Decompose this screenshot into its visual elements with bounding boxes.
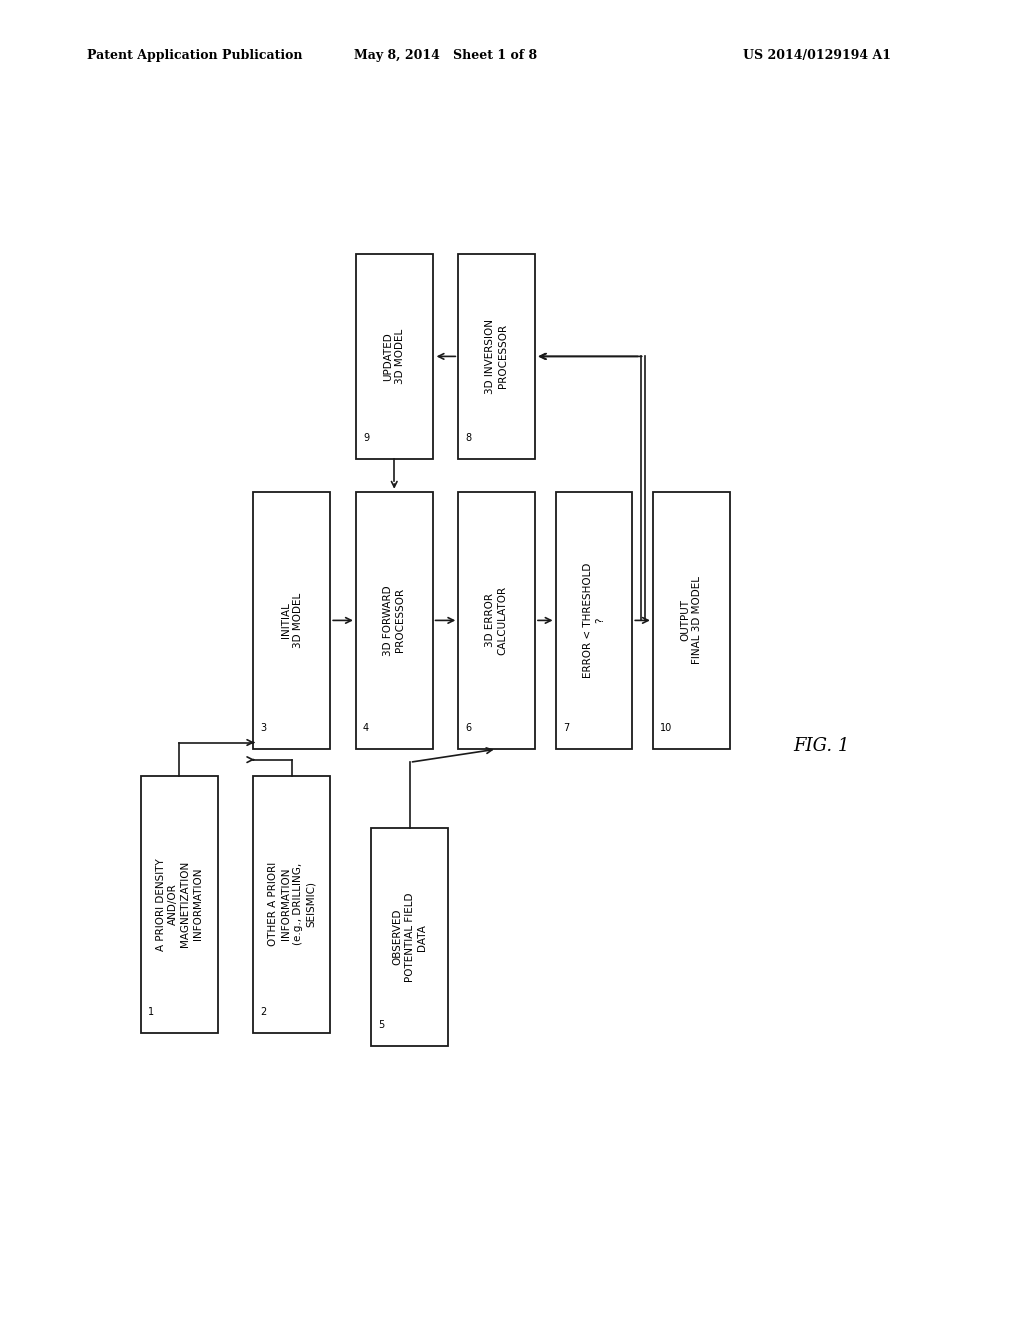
Bar <box>555 492 632 750</box>
Bar <box>356 253 433 459</box>
Text: 10: 10 <box>660 723 672 734</box>
Text: 8: 8 <box>465 433 471 444</box>
Text: US 2014/0129194 A1: US 2014/0129194 A1 <box>742 49 891 62</box>
Bar <box>253 776 330 1032</box>
Text: 9: 9 <box>364 433 369 444</box>
Text: 3D FORWARD
PROCESSOR: 3D FORWARD PROCESSOR <box>383 585 406 656</box>
Bar <box>372 829 449 1045</box>
Bar <box>459 253 535 459</box>
Text: ERROR < THRESHOLD
?: ERROR < THRESHOLD ? <box>583 562 605 678</box>
Bar <box>356 492 433 750</box>
Bar <box>459 492 535 750</box>
Text: Patent Application Publication: Patent Application Publication <box>87 49 302 62</box>
Text: 4: 4 <box>364 723 369 734</box>
Text: 3D INVERSION
PROCESSOR: 3D INVERSION PROCESSOR <box>485 319 508 393</box>
Text: 5: 5 <box>379 1020 385 1030</box>
Text: 3D ERROR
CALCULATOR: 3D ERROR CALCULATOR <box>485 586 508 655</box>
Bar <box>253 492 330 750</box>
Text: 2: 2 <box>260 1007 267 1016</box>
Text: 3: 3 <box>260 723 266 734</box>
Text: OUTPUT
FINAL 3D MODEL: OUTPUT FINAL 3D MODEL <box>680 577 702 664</box>
Text: OTHER A PRIORI
INFORMATION
(e.g., DRILLING,
SEISMIC): OTHER A PRIORI INFORMATION (e.g., DRILLI… <box>268 862 315 946</box>
Bar <box>140 776 217 1032</box>
Text: 6: 6 <box>465 723 471 734</box>
Text: OBSERVED
POTENTIAL FIELD
DATA: OBSERVED POTENTIAL FIELD DATA <box>392 892 427 982</box>
Bar <box>653 492 729 750</box>
Text: UPDATED
3D MODEL: UPDATED 3D MODEL <box>383 329 406 384</box>
Text: INITIAL
3D MODEL: INITIAL 3D MODEL <box>281 593 303 648</box>
Text: 7: 7 <box>563 723 569 734</box>
Text: May 8, 2014   Sheet 1 of 8: May 8, 2014 Sheet 1 of 8 <box>354 49 537 62</box>
Text: FIG. 1: FIG. 1 <box>794 737 850 755</box>
Text: 1: 1 <box>147 1007 154 1016</box>
Text: A PRIORI DENSITY
AND/OR
MAGNETIZATION
INFORMATION: A PRIORI DENSITY AND/OR MAGNETIZATION IN… <box>156 858 203 950</box>
